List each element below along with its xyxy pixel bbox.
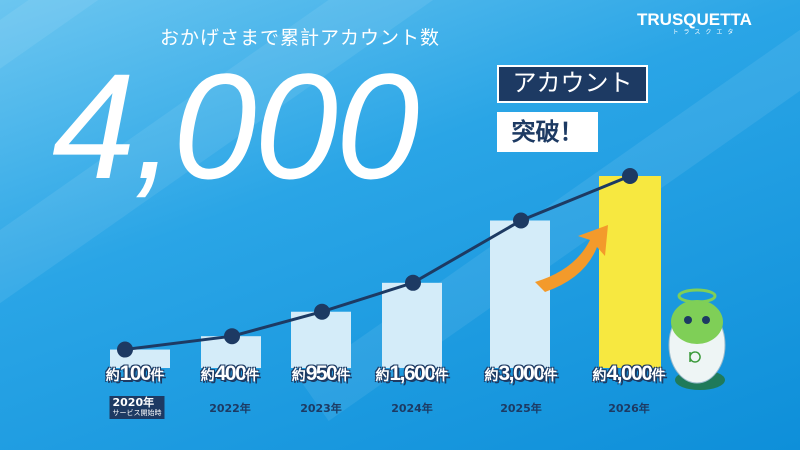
data-label-prefix: 約 [375,367,390,383]
account-badge: アカウント [497,65,648,103]
data-label-unit: 件 [150,367,165,383]
year-label: 2022年 [209,402,251,415]
data-label-value: 100 [119,362,152,385]
data-label-prefix: 約 [200,367,215,383]
line-point [224,328,240,345]
headline-number: 4,000 [52,42,419,210]
data-label-unit: 件 [434,367,449,383]
line-point [405,274,421,291]
logo-kana: トラスクエタ [672,30,739,36]
data-label: 約1,600件 [375,362,448,387]
data-label-value: 3,000 [498,362,545,385]
data-label-value: 400 [214,362,247,385]
data-label-prefix: 約 [592,367,607,383]
bar-2024年 [382,282,442,368]
line-point [314,303,330,320]
year-label: 2023年 [300,402,342,415]
data-label-unit: 件 [336,367,351,383]
data-label-prefix: 約 [105,367,120,383]
data-label-unit: 件 [543,367,558,383]
data-label: 約3,000件 [484,362,557,387]
trend-line [124,174,631,352]
data-label: 約4,000件 [592,362,665,387]
data-label: 約950件 [292,362,351,387]
data-label-prefix: 約 [484,367,499,383]
data-label: 約400件 [201,362,260,387]
data-label: 約100件 [106,362,165,387]
year-label: 2025年 [500,402,542,415]
bar-2025年 [490,220,550,368]
year-label: 2020年 サービス開始時 [109,396,165,419]
year-label: 2024年 [391,402,433,415]
breakthrough-badge: 突破！ [497,112,598,152]
data-label-unit: 件 [245,367,260,383]
line-point [117,341,133,358]
bar-2026年 [599,176,661,368]
data-label-value: 1,600 [389,362,436,385]
mascot-icon [668,288,726,390]
bar-2023年 [291,311,351,368]
data-label-value: 4,000 [606,362,653,385]
logo: TRUSQUETTA トラスクエタ [637,10,752,37]
year-label: 2026年 [608,402,650,415]
year-note: サービス開始時 [112,409,162,417]
line-point [513,212,529,229]
subtitle: おかげさまで累計アカウント数 [160,27,441,49]
data-label-unit: 件 [651,367,666,383]
line-point [622,168,638,184]
logo-text: TRUSQUETTA [637,10,752,29]
data-label-value: 950 [305,362,338,385]
data-label-prefix: 約 [291,367,306,383]
arrow-icon [535,225,608,292]
